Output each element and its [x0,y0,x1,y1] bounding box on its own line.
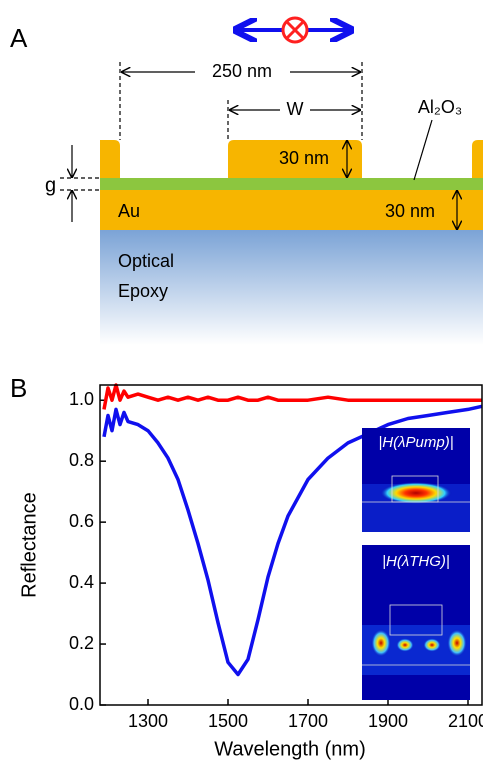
substrate-label: Epoxy [118,281,168,301]
stripe [472,140,483,178]
substrate-label: Optical [118,251,174,271]
panel-label: A [10,23,28,53]
stripe-height-label: 30 nm [279,148,329,168]
leader-line [413,119,433,181]
period-label: 250 nm [212,61,272,81]
y-tick-label: 0.4 [69,572,94,592]
x-tick-label: 1300 [128,711,168,731]
x-axis-label: Wavelength (nm) [214,738,366,760]
field-hotspot [423,638,441,652]
spacer-layer [100,178,483,190]
epoxy [100,230,483,345]
plot-frame [99,384,483,706]
panel-label: B [10,373,27,403]
gap-label: g [45,174,56,196]
x-tick-label: 1500 [208,711,248,731]
y-tick-label: 0.6 [69,511,94,531]
x-tick-label: 1900 [368,711,408,731]
y-tick-label: 0.0 [69,694,94,714]
film-label: Au [118,201,140,221]
panel-b: B Wavelength (nm) Reflectance 0.0 0.2 0.4 0… [10,373,483,760]
field-hotspot [371,629,391,657]
inset-label: |H(λTHG)| [382,553,450,570]
stripe [100,140,120,178]
field-hotspot [396,638,414,652]
insets: |H(λPump)| |H(λTHG)| [362,428,470,700]
inset-label: |H(λPump)| [378,434,453,451]
film-height-label: 30 nm [385,201,435,221]
data-line [102,383,482,410]
field-hotspot [380,482,452,504]
width-label: W [287,99,304,119]
y-tick-label: 0.2 [69,633,94,653]
stripe [228,140,362,178]
y-tick-label: 0.8 [69,450,94,470]
au-film [100,190,483,230]
y-axis-label: Reflectance [18,492,40,598]
data-line [102,404,483,677]
y-tick-label: 1.0 [69,389,94,409]
x-tick-label: 2100 [448,711,483,731]
spacer-label: Al₂O₃ [418,97,462,117]
x-tick-label: 1700 [288,711,328,731]
field-hotspot [447,629,467,657]
inset-outline [389,604,443,636]
panel-a: A 250 nm W 30 nm Al₂O₃ g Au 30 nm Optica… [10,16,483,345]
polarization-cross [285,20,305,40]
